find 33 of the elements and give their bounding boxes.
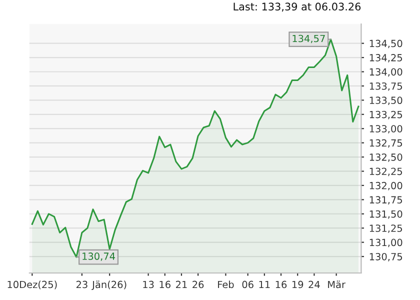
data-label: 130,74 (82, 252, 115, 261)
y-tick-label: 132,75 (370, 139, 402, 148)
y-tick-label: 133,25 (370, 110, 402, 120)
x-tick-label: 24 (308, 280, 320, 288)
y-tick-label: 131,50 (370, 210, 402, 219)
x-tick-label: 13 (143, 280, 154, 288)
y-tick-label: 132,25 (370, 168, 402, 176)
x-tick-label: 10Dez(25) (8, 280, 57, 290)
x-tick-label: Mär (328, 280, 346, 288)
y-tick-label: 131,75 (370, 196, 402, 204)
y-tick-label: 132,50 (370, 154, 402, 162)
x-tick-label: 16 (160, 280, 170, 288)
data-label: 134,57 (292, 34, 325, 44)
x-tick-label: 06 (242, 280, 254, 288)
x-tick-label: 19 (292, 280, 304, 288)
y-tick-label: 133,00 (370, 125, 402, 134)
y-tick-label: 134,25 (370, 54, 402, 62)
x-tick-label: 23 (76, 280, 88, 288)
x-tick-label: Feb (218, 280, 234, 288)
y-tick-label: 132,00 (370, 182, 402, 190)
y-tick-label: 130,75 (370, 252, 402, 262)
text: Last: 133,39 at 06.03.26 (234, 2, 361, 12)
y-tick-label: 133,75 (370, 82, 402, 91)
y-tick-label: 131,00 (370, 238, 402, 248)
x-tick-label: Jän(26) (92, 280, 126, 290)
y-tick-label: 131,25 (370, 224, 402, 233)
y-tick-label: 134,00 (370, 68, 402, 77)
y-tick-label: 134,50 (370, 40, 402, 48)
x-tick-label: 26 (192, 280, 204, 288)
x-tick-label: 16 (276, 280, 287, 288)
x-tick-label: 21 (176, 280, 187, 288)
y-tick-label: 133,50 (370, 96, 402, 105)
x-tick-label: 11 (259, 280, 270, 288)
